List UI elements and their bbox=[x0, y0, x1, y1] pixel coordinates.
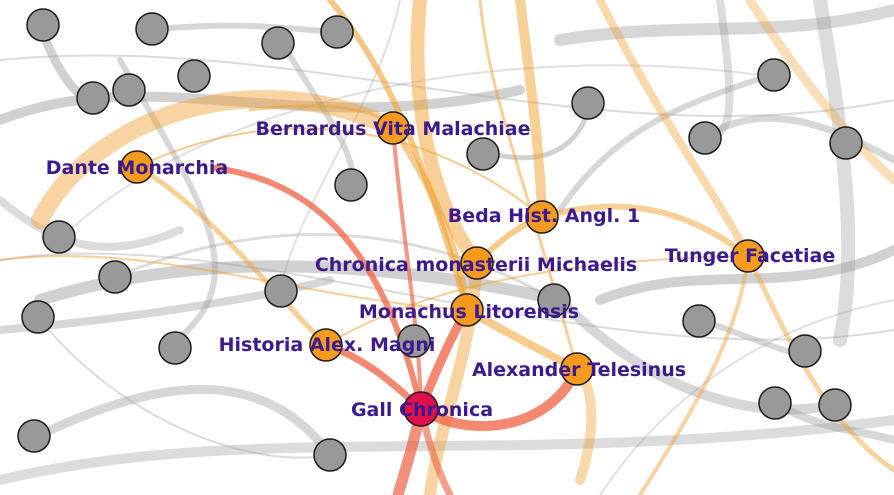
node-gray bbox=[98, 260, 132, 294]
label-tunger: Tunger Facetiae bbox=[665, 245, 836, 267]
node-historia-alex bbox=[309, 328, 343, 362]
node-gray bbox=[261, 26, 295, 60]
gray-nodes bbox=[17, 8, 863, 472]
orange-nodes bbox=[120, 111, 765, 386]
node-gray bbox=[112, 73, 146, 107]
node-dante bbox=[120, 150, 154, 184]
node-gray bbox=[26, 8, 60, 42]
node-gray bbox=[758, 386, 792, 420]
node-gray bbox=[571, 86, 605, 120]
node-gray bbox=[313, 438, 347, 472]
node-gray bbox=[21, 300, 55, 334]
node-gray bbox=[76, 81, 110, 115]
node-labels: Bernardus Vita Malachiae Dante Monarchia… bbox=[46, 118, 836, 421]
node-gray bbox=[466, 137, 500, 171]
node-gray bbox=[177, 59, 211, 93]
label-beda: Beda Hist. Angl. 1 bbox=[448, 205, 640, 227]
node-monachus bbox=[450, 293, 484, 327]
label-monachus: Monachus Litorensis bbox=[359, 301, 579, 323]
node-gray bbox=[682, 304, 716, 338]
node-gray bbox=[688, 121, 722, 155]
node-beda bbox=[525, 200, 559, 234]
node-tunger bbox=[731, 239, 765, 273]
node-gray bbox=[264, 274, 298, 308]
label-historia-alex: Historia Alex. Magni bbox=[219, 334, 436, 356]
label-bernardus: Bernardus Vita Malachiae bbox=[256, 118, 531, 140]
node-gray bbox=[829, 126, 863, 160]
node-gray bbox=[42, 220, 76, 254]
node-gray bbox=[135, 12, 169, 46]
node-gray bbox=[158, 331, 192, 365]
label-dante: Dante Monarchia bbox=[46, 157, 229, 179]
node-alexander-telesinus bbox=[560, 352, 594, 386]
node-chronica-michaelis bbox=[460, 246, 494, 280]
node-gray bbox=[788, 334, 822, 368]
node-gray bbox=[320, 15, 354, 49]
label-alexander-telesinus: Alexander Telesinus bbox=[472, 359, 686, 381]
node-gray bbox=[537, 283, 571, 317]
node-gall-focus bbox=[403, 391, 439, 427]
node-gray bbox=[818, 388, 852, 422]
node-gray bbox=[757, 58, 791, 92]
node-gray bbox=[17, 419, 51, 453]
node-gray bbox=[334, 168, 368, 202]
node-gray bbox=[397, 324, 431, 358]
label-chronica-michaelis: Chronica monasterii Michaelis bbox=[315, 254, 637, 276]
node-bernardus bbox=[376, 111, 410, 145]
label-gall: Gall Chronica bbox=[351, 399, 493, 421]
